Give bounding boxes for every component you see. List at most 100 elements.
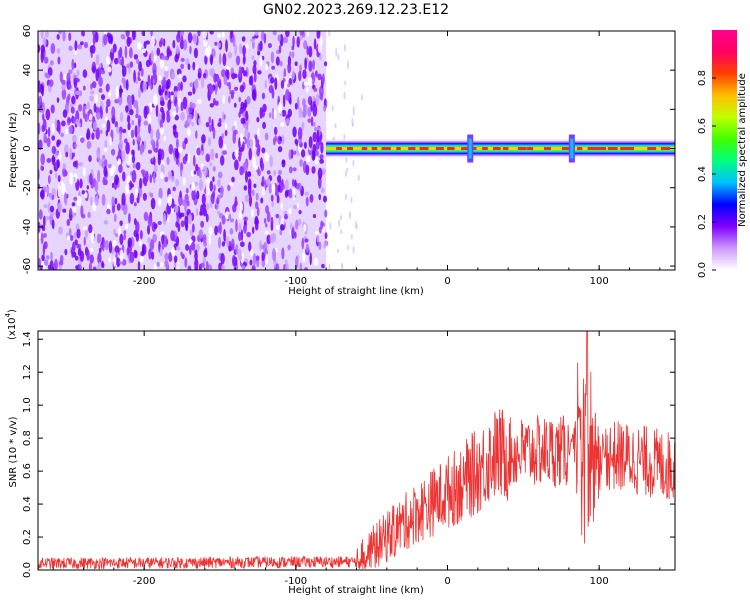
noise-speck — [182, 176, 186, 186]
noise-speck — [224, 123, 228, 130]
noise-speck — [255, 255, 260, 261]
noise-speck — [126, 115, 131, 124]
noise-speck — [103, 33, 108, 46]
noise-speck — [326, 101, 329, 107]
noise-speck — [319, 158, 324, 164]
noise-speck — [272, 183, 276, 196]
noise-speck — [209, 31, 214, 35]
signal-spike-core — [570, 138, 574, 159]
snr-plot: -200 -100 0 100 0.0 0.2 0.4 0.6 0.8 1.0 1.2 1.4 Hei… — [4, 309, 676, 596]
noise-speck — [320, 220, 324, 230]
noise-speck — [101, 193, 106, 206]
noise-speck — [193, 170, 197, 175]
noise-speck — [304, 191, 309, 196]
noise-speck — [75, 118, 80, 126]
noise-speck — [220, 155, 225, 166]
noise-speck — [133, 69, 136, 83]
noise-speck — [287, 82, 291, 88]
noise-speck — [177, 97, 182, 109]
noise-speck — [142, 192, 147, 201]
signal-peak-dash — [347, 147, 353, 151]
noise-speck — [73, 196, 78, 201]
noise-speck — [139, 147, 143, 156]
noise-speck — [126, 36, 131, 47]
noise-speck — [180, 35, 184, 49]
noise-speck — [49, 60, 54, 66]
noise-speck — [268, 112, 272, 119]
noise-speck — [322, 195, 328, 203]
noise-speck — [88, 113, 93, 121]
noise-speck — [222, 94, 225, 105]
noise-speck — [81, 31, 85, 36]
noise-speck — [77, 264, 82, 270]
noise-speck — [132, 163, 137, 169]
noise-speck — [180, 251, 183, 256]
noise-speck — [175, 178, 180, 187]
noise-speck — [129, 61, 133, 68]
snr-yscale-base: (x10 — [7, 317, 18, 340]
noise-speck — [177, 222, 181, 233]
noise-speck — [265, 223, 268, 228]
noise-speck — [90, 196, 93, 206]
noise-speck — [56, 97, 60, 103]
noise-speck — [271, 248, 277, 261]
noise-speck — [246, 136, 250, 149]
noise-speck — [196, 147, 201, 156]
noise-speck — [54, 118, 58, 130]
noise-speck — [262, 121, 267, 130]
noise-speck — [103, 219, 109, 225]
noise-speck — [242, 123, 247, 129]
snr-ytick-label: 0.4 — [22, 496, 33, 512]
noise-speck — [61, 183, 66, 196]
noise-speck — [157, 75, 162, 81]
noise-speck — [270, 194, 274, 202]
noise-speck — [214, 82, 218, 96]
noise-speck — [180, 57, 185, 62]
noise-speck — [71, 202, 76, 207]
noise-speck — [150, 50, 155, 63]
noise-speck — [248, 75, 253, 86]
noise-speck — [250, 38, 255, 43]
noise-speck — [138, 61, 142, 72]
noise-speck — [308, 60, 313, 72]
noise-speck — [203, 38, 208, 47]
noise-speck — [74, 255, 79, 261]
noise-speck — [266, 234, 271, 245]
noise-speck — [303, 40, 308, 50]
noise-speck — [264, 230, 269, 235]
noise-speck — [341, 262, 344, 268]
noise-speck — [98, 76, 103, 87]
noise-speck — [314, 126, 318, 132]
noise-speck — [56, 47, 61, 55]
noise-speck — [278, 44, 282, 54]
noise-speck — [292, 178, 295, 187]
noise-speck — [97, 233, 102, 243]
noise-speck — [264, 79, 268, 89]
noise-speck — [45, 186, 49, 195]
noise-speck — [218, 53, 222, 65]
signal-peak-dash — [607, 147, 618, 151]
noise-speck — [276, 195, 280, 204]
noise-speck — [119, 220, 123, 226]
noise-speck — [132, 139, 135, 146]
noise-speck — [99, 106, 103, 114]
noise-speck — [105, 105, 109, 114]
noise-speck — [257, 127, 260, 140]
noise-speck — [105, 83, 110, 93]
noise-speck — [214, 225, 218, 236]
noise-speck — [305, 243, 310, 253]
noise-speck — [189, 184, 192, 189]
noise-speck — [125, 31, 130, 38]
noise-speck — [57, 202, 63, 213]
noise-speck — [58, 150, 62, 163]
noise-speck — [169, 50, 172, 57]
noise-speck — [234, 196, 238, 208]
noise-speck — [95, 127, 100, 140]
noise-speck — [45, 255, 50, 260]
noise-speck — [294, 179, 297, 188]
noise-speck — [187, 32, 193, 44]
noise-speck — [149, 173, 153, 184]
spectrogram-ytick-label: 0 — [22, 145, 33, 151]
noise-speck — [61, 79, 66, 86]
noise-speck — [172, 39, 176, 49]
